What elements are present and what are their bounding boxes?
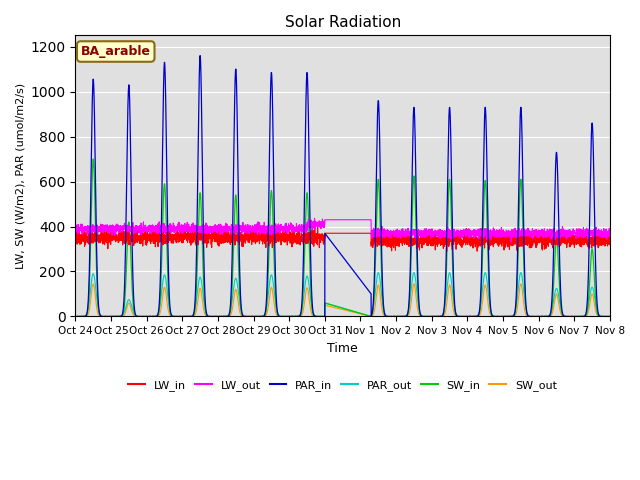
LW_out [310, 216, 318, 221]
Line: PAR_out: PAR_out [76, 273, 610, 316]
LW_out [605, 234, 613, 240]
LW_in [493, 233, 500, 239]
LW_in [323, 230, 330, 236]
Line: SW_in: SW_in [76, 159, 610, 316]
LW_out [606, 227, 614, 232]
LW_out [508, 239, 515, 245]
Line: LW_out: LW_out [76, 218, 610, 242]
PAR_in [606, 313, 614, 319]
SW_in [168, 313, 175, 319]
SW_out [606, 313, 614, 319]
LW_out [168, 224, 175, 229]
SW_in [433, 313, 440, 319]
LW_out [463, 228, 470, 233]
LW_in [463, 238, 470, 243]
SW_out [493, 313, 500, 319]
LW_out [72, 226, 79, 232]
SW_in [493, 313, 500, 319]
Line: PAR_in: PAR_in [76, 56, 610, 316]
LW_in [443, 249, 451, 254]
Y-axis label: LW, SW (W/m2), PAR (umol/m2/s): LW, SW (W/m2), PAR (umol/m2/s) [15, 83, 25, 269]
SW_in [605, 313, 613, 319]
SW_out [605, 313, 613, 319]
PAR_in [605, 313, 613, 319]
Legend: LW_in, LW_out, PAR_in, PAR_out, SW_in, SW_out: LW_in, LW_out, PAR_in, PAR_out, SW_in, S… [124, 375, 561, 395]
PAR_out [463, 313, 470, 319]
SW_out [90, 281, 97, 287]
SW_in [463, 313, 470, 319]
PAR_out [605, 313, 613, 319]
PAR_in [323, 233, 330, 239]
LW_out [323, 217, 330, 223]
PAR_out [72, 313, 79, 319]
LW_out [433, 233, 440, 239]
PAR_in [72, 313, 79, 319]
SW_out [463, 313, 470, 319]
Title: Solar Radiation: Solar Radiation [285, 15, 401, 30]
PAR_in [196, 53, 204, 59]
PAR_in [463, 313, 470, 319]
Line: SW_out: SW_out [76, 284, 610, 316]
PAR_out [168, 312, 175, 318]
SW_in [323, 300, 330, 306]
PAR_in [433, 313, 440, 319]
PAR_out [493, 313, 500, 319]
Line: LW_in: LW_in [76, 225, 610, 252]
PAR_out [323, 300, 330, 306]
PAR_in [493, 313, 500, 319]
PAR_out [517, 270, 525, 276]
SW_out [323, 303, 330, 309]
SW_out [168, 313, 175, 319]
SW_in [606, 313, 614, 319]
LW_in [606, 241, 614, 247]
PAR_in [168, 312, 175, 318]
SW_out [72, 313, 79, 319]
X-axis label: Time: Time [327, 342, 358, 355]
LW_out [493, 229, 500, 235]
SW_out [433, 313, 440, 319]
Text: BA_arable: BA_arable [81, 45, 151, 58]
SW_in [90, 156, 97, 162]
LW_in [97, 222, 105, 228]
LW_in [72, 233, 79, 239]
LW_in [168, 236, 175, 241]
PAR_out [433, 313, 440, 319]
LW_in [433, 236, 440, 241]
PAR_out [606, 313, 614, 319]
SW_in [72, 313, 79, 319]
LW_in [605, 239, 613, 245]
